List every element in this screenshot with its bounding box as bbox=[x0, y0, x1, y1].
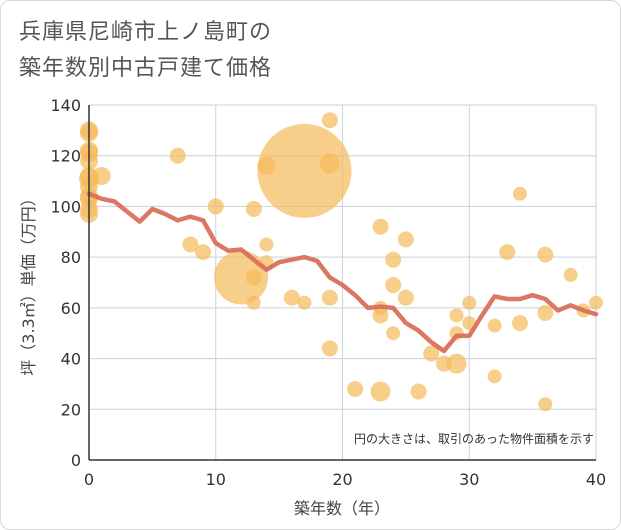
bubble-24 bbox=[283, 289, 300, 306]
bubble-50 bbox=[487, 369, 502, 384]
chart-title: 兵庫県尼崎市上ノ島町の 築年数別中古戸建て価格 bbox=[19, 15, 272, 87]
bubble-59 bbox=[589, 295, 603, 310]
bubble-42 bbox=[423, 345, 440, 362]
bubble-28 bbox=[319, 153, 340, 174]
bubble-12 bbox=[92, 167, 111, 185]
bubble-16 bbox=[207, 198, 224, 215]
bubble-44 bbox=[449, 308, 464, 323]
bubble-36 bbox=[385, 251, 402, 268]
bubble-55 bbox=[537, 304, 554, 321]
y-tick-label-60: 60 bbox=[61, 299, 81, 318]
y-tick-label-140: 140 bbox=[50, 96, 81, 115]
grid-lines bbox=[89, 104, 597, 460]
bubble-29 bbox=[321, 289, 338, 306]
bubble-30 bbox=[321, 340, 338, 357]
bubble-46 bbox=[446, 353, 467, 374]
bubbles bbox=[79, 112, 603, 412]
bubble-35 bbox=[370, 381, 391, 402]
y-tick-label-120: 120 bbox=[50, 147, 81, 166]
bubble-15 bbox=[195, 244, 212, 261]
bubble-49 bbox=[487, 318, 502, 333]
chart-title-line1: 兵庫県尼崎市上ノ島町の bbox=[19, 20, 273, 45]
y-tick-label-80: 80 bbox=[61, 248, 81, 267]
chart-title-line2: 築年数別中古戸建て価格 bbox=[19, 56, 273, 81]
bubble-32 bbox=[372, 218, 389, 235]
bubble-54 bbox=[537, 246, 554, 263]
bubble-13 bbox=[169, 147, 186, 164]
x-tick-label-0: 0 bbox=[84, 470, 94, 489]
y-axis-label: 坪（3.3㎡）単価（万円） bbox=[19, 190, 38, 375]
bubble-39 bbox=[397, 231, 414, 248]
bubble-47 bbox=[462, 295, 477, 310]
y-tick-label-0: 0 bbox=[71, 451, 81, 470]
bubble-40 bbox=[397, 289, 414, 306]
y-tick-label-40: 40 bbox=[61, 350, 81, 369]
bubble-41 bbox=[410, 383, 427, 400]
bubble-22 bbox=[259, 237, 274, 252]
bubble-37 bbox=[385, 277, 402, 294]
bubble-19 bbox=[245, 269, 262, 286]
x-tick-label-40: 40 bbox=[586, 470, 606, 489]
trend-line-group bbox=[86, 191, 599, 354]
bubble-20 bbox=[246, 295, 261, 310]
x-tick-label-30: 30 bbox=[459, 470, 479, 489]
bubble-26 bbox=[297, 295, 312, 310]
bubble-56 bbox=[538, 397, 553, 412]
y-tick-label-100: 100 bbox=[50, 197, 81, 216]
bubble-34 bbox=[372, 307, 389, 324]
axes: 0 20 40 60 80 100 120 140 0 10 20 30 40 bbox=[50, 96, 606, 489]
size-legend-note: 円の大きさは、取引のあった物件面積を示す bbox=[354, 431, 594, 446]
bubble-25 bbox=[257, 123, 352, 218]
bubble-53 bbox=[511, 315, 528, 332]
x-tick-label-10: 10 bbox=[206, 470, 226, 489]
bubble-31 bbox=[347, 381, 364, 397]
bubble-27 bbox=[321, 112, 338, 129]
bubble-17 bbox=[214, 250, 269, 305]
bubble-18 bbox=[245, 200, 262, 217]
trend-line bbox=[86, 191, 599, 354]
bubble-51 bbox=[499, 244, 516, 261]
bubble-52 bbox=[512, 186, 527, 201]
x-axis-label: 築年数（年） bbox=[294, 499, 390, 518]
x-tick-label-20: 20 bbox=[332, 470, 352, 489]
bubble-14 bbox=[182, 236, 199, 253]
y-tick-label-20: 20 bbox=[61, 400, 81, 419]
bubble-38 bbox=[386, 326, 401, 341]
bubble-57 bbox=[563, 267, 578, 282]
